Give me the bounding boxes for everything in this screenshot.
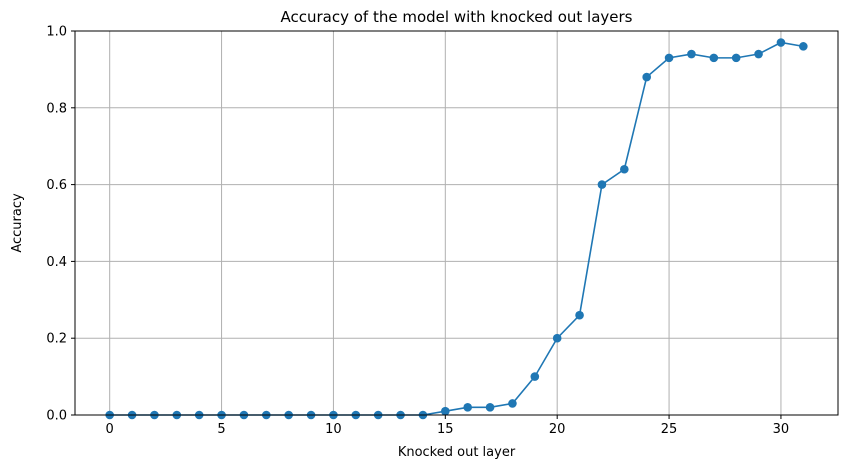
x-axis-title: Knocked out layer	[398, 445, 516, 460]
y-tick-label: 0.0	[46, 409, 67, 424]
grid	[75, 30, 838, 416]
x-tick-label: 10	[325, 422, 342, 437]
data-point	[687, 49, 696, 59]
y-tick-label: 0.6	[46, 178, 67, 193]
data-point	[664, 53, 674, 63]
data-point	[463, 403, 472, 412]
data-point	[776, 38, 786, 47]
y-tick-label: 0.2	[46, 332, 67, 347]
data-point	[799, 42, 808, 51]
x-tick-label: 5	[217, 422, 225, 437]
data-point	[620, 164, 629, 174]
x-tick-label: 0	[106, 422, 114, 437]
y-tick-label: 0.4	[46, 255, 67, 270]
data-point	[552, 333, 562, 343]
x-tick-label: 25	[661, 422, 678, 437]
series-line	[109, 41, 804, 416]
data-point	[485, 403, 495, 412]
data-point	[754, 49, 763, 59]
data-point	[508, 399, 517, 408]
data-point	[642, 72, 651, 82]
data-point	[530, 372, 540, 381]
chart-title: Accuracy of the model with knocked out l…	[281, 8, 633, 26]
data-point	[731, 53, 741, 63]
y-tick-label: 1.0	[46, 25, 67, 40]
y-axis-title: Accuracy	[10, 193, 25, 253]
x-tick-label: 30	[773, 422, 790, 437]
axis-ticks: 0 5 10 15 20 25 30 0.0 0.2 0.4 0.6 0.8 1.0	[46, 25, 789, 438]
x-tick-label: 20	[549, 422, 566, 437]
data-point	[709, 53, 719, 63]
data-series	[105, 38, 808, 420]
data-point	[575, 310, 584, 320]
plot-frame	[74, 30, 839, 416]
y-tick-label: 0.8	[46, 101, 67, 116]
data-point	[441, 406, 450, 416]
x-tick-label: 15	[437, 422, 454, 437]
data-point	[597, 180, 607, 189]
